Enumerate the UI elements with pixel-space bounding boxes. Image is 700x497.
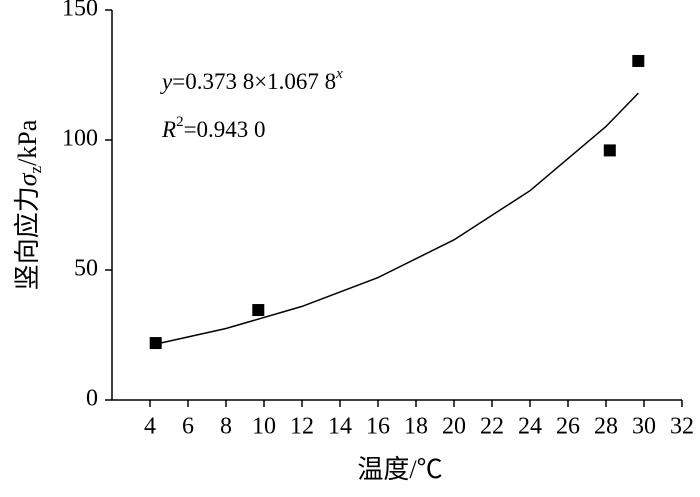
x-tick-label: 26 [556, 414, 580, 440]
fit-curve [155, 92, 639, 345]
x-tick-label: 22 [480, 414, 504, 440]
y-tick-label: 100 [62, 126, 98, 152]
r-squared: R2=0.943 0 [161, 114, 266, 142]
x-tick-label: 28 [594, 414, 618, 440]
x-tick-label: 6 [182, 414, 194, 440]
equation-y: y [160, 69, 173, 94]
x-tick-label: 24 [518, 414, 542, 440]
x-tick-label: 32 [670, 414, 694, 440]
x-tick-label: 16 [366, 414, 390, 440]
r-label: R [161, 117, 176, 142]
x-tick-label: 14 [328, 414, 352, 440]
data-point [603, 144, 616, 157]
y-label-sigma: σ [13, 172, 42, 186]
x-tick-label: 8 [220, 414, 232, 440]
r-value: =0.943 0 [184, 117, 266, 142]
r-sup: 2 [176, 114, 184, 130]
y-label-sub: z [26, 165, 45, 173]
y-axis-label: 竖向应力σz/kPa [13, 119, 45, 290]
y-tick-label: 150 [62, 0, 98, 22]
x-tick-label: 18 [404, 414, 428, 440]
y-label-unit: /kPa [13, 119, 42, 166]
y-tick-label: 0 [86, 386, 98, 412]
x-tick-label: 12 [290, 414, 314, 440]
x-axis-label: 温度/℃ [357, 455, 442, 484]
y-tick-label: 50 [74, 256, 98, 282]
data-point [252, 304, 265, 317]
data-point [632, 54, 645, 67]
x-tick-label: 30 [632, 414, 656, 440]
x-tick-label: 10 [252, 414, 276, 440]
equation-exp: x [335, 66, 343, 82]
equation: y=0.373 8×1.067 8x [160, 66, 343, 94]
data-point [149, 337, 162, 350]
x-tick-label: 20 [442, 414, 466, 440]
x-tick-label: 4 [144, 414, 156, 440]
equation-body: =0.373 8×1.067 8 [172, 69, 336, 94]
y-label-main: 竖向应力 [13, 186, 42, 290]
